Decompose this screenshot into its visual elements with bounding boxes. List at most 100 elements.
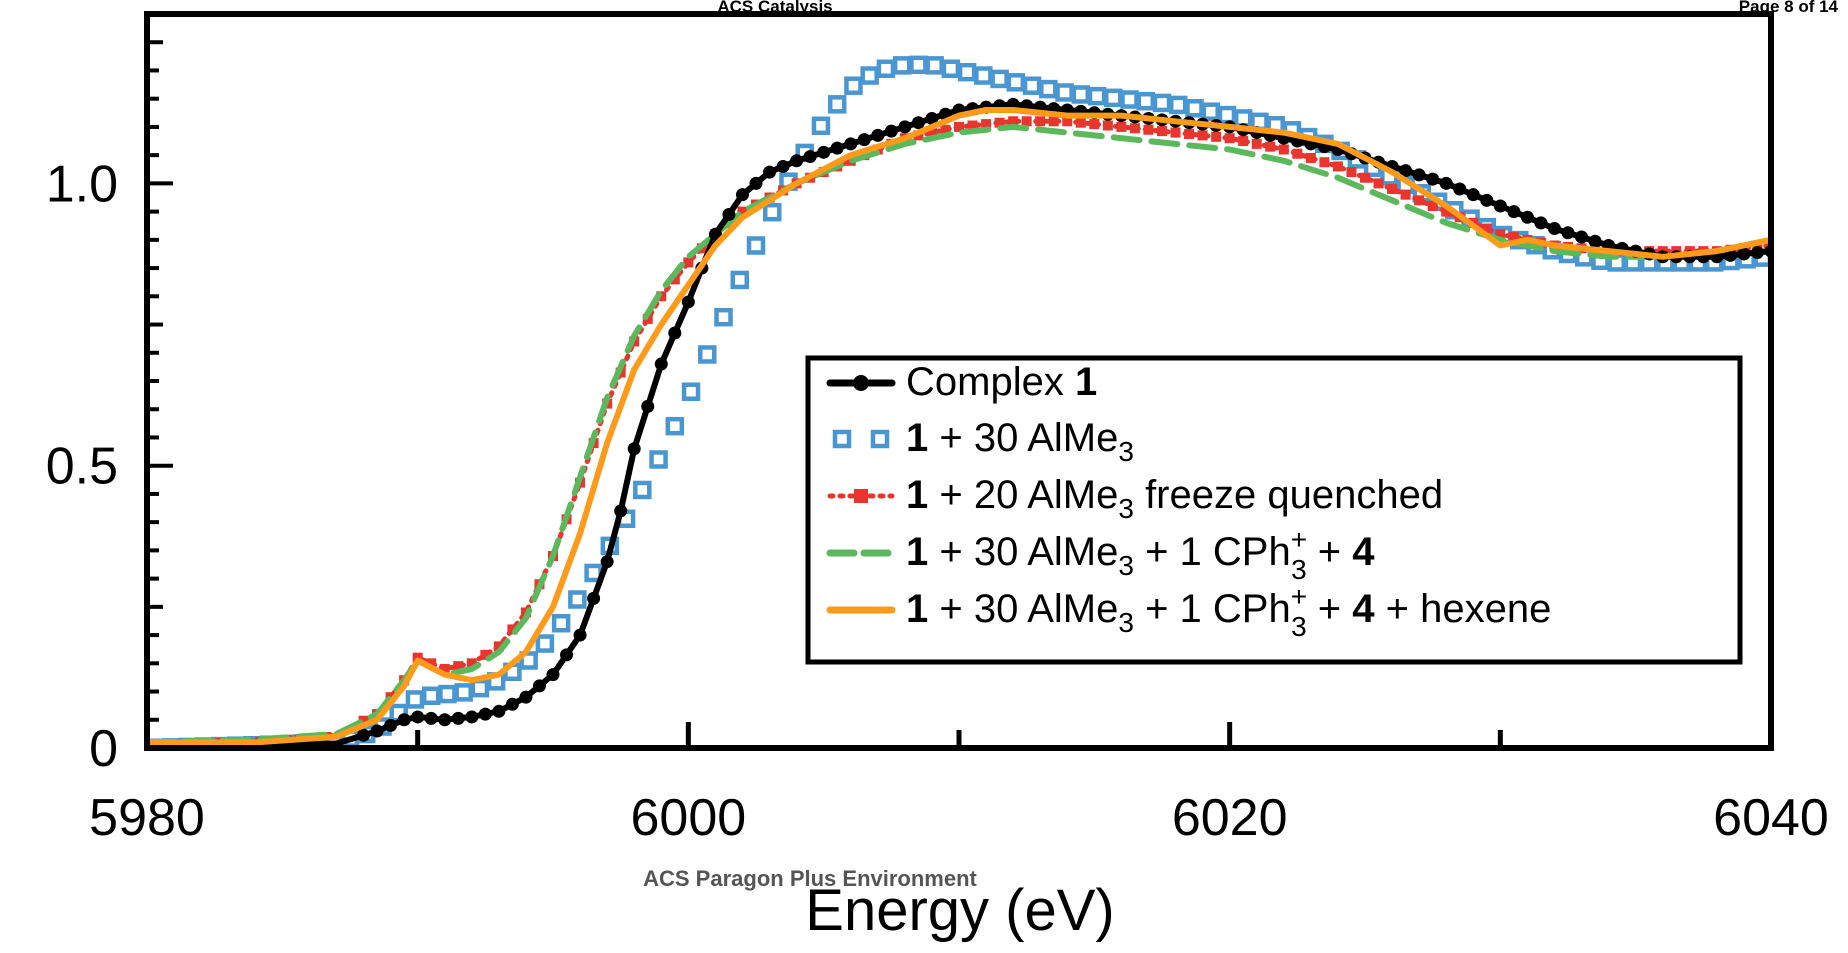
x-tick-label: 5980 bbox=[89, 789, 205, 847]
data-point bbox=[925, 111, 939, 125]
data-point bbox=[649, 450, 668, 469]
data-point bbox=[990, 69, 1009, 89]
data-point bbox=[546, 668, 560, 682]
data-point bbox=[1588, 234, 1602, 248]
data-point bbox=[954, 121, 964, 132]
x-tick-label: 6040 bbox=[1713, 789, 1829, 847]
data-point bbox=[1006, 73, 1026, 92]
journal-header: ACS Catalysis bbox=[717, 0, 832, 16]
data-point bbox=[1170, 127, 1181, 138]
data-point bbox=[1211, 131, 1222, 142]
legend-label: 1 + 30 AlMe3 bbox=[906, 416, 1134, 467]
data-point bbox=[830, 141, 844, 155]
data-point bbox=[817, 145, 831, 159]
data-point bbox=[568, 590, 587, 609]
data-point bbox=[1427, 200, 1438, 211]
tick-labels-layer: 5980 6000 6020 6040 0 0.5 1.0 bbox=[46, 155, 1829, 847]
data-point bbox=[1495, 229, 1506, 240]
data-point bbox=[1737, 247, 1751, 261]
data-point bbox=[1466, 188, 1480, 202]
data-point bbox=[587, 591, 601, 605]
data-point bbox=[614, 504, 628, 518]
data-point bbox=[560, 648, 574, 662]
data-point bbox=[470, 678, 490, 698]
data-point bbox=[493, 641, 504, 652]
data-point bbox=[681, 295, 695, 309]
legend-entry-4: 1 + 30 AlMe3 + 1 CPh+ 3 + 4 bbox=[826, 524, 1375, 585]
data-point bbox=[811, 116, 831, 136]
data-point bbox=[762, 202, 782, 222]
data-point bbox=[683, 257, 694, 268]
data-point bbox=[941, 59, 961, 79]
y-tick-label: 0.5 bbox=[46, 438, 118, 496]
data-point bbox=[1332, 161, 1343, 172]
data-point bbox=[397, 713, 411, 727]
data-point bbox=[1346, 167, 1357, 178]
data-point bbox=[573, 628, 587, 642]
data-point bbox=[1039, 79, 1058, 99]
data-point bbox=[1168, 95, 1188, 115]
data-point bbox=[974, 66, 993, 85]
data-point bbox=[370, 724, 384, 738]
data-point bbox=[1197, 130, 1208, 141]
data-point bbox=[735, 188, 749, 202]
data-point bbox=[714, 307, 733, 327]
data-point bbox=[357, 728, 371, 742]
data-point bbox=[492, 704, 506, 718]
data-point bbox=[1453, 182, 1467, 196]
data-point bbox=[957, 62, 977, 82]
x-axis-label: Energy (eV) bbox=[805, 878, 1114, 943]
data-point bbox=[384, 718, 398, 732]
data-point bbox=[505, 697, 519, 711]
data-point bbox=[451, 711, 465, 725]
data-point bbox=[870, 429, 890, 449]
legend-entry-5: 1 + 30 AlMe3 + 1 CPh+ 3 + 4 + hexene bbox=[826, 581, 1551, 642]
data-point bbox=[1136, 91, 1156, 111]
data-point bbox=[1723, 248, 1737, 262]
data-point bbox=[803, 150, 817, 164]
data-point bbox=[507, 624, 518, 635]
series-layer bbox=[147, 55, 1771, 748]
page-number-header: Page 8 of 14 bbox=[1739, 0, 1839, 16]
data-point bbox=[405, 690, 425, 709]
data-point bbox=[871, 128, 885, 142]
data-point bbox=[627, 442, 641, 456]
data-point bbox=[1157, 126, 1167, 137]
data-point bbox=[1414, 195, 1425, 206]
data-point bbox=[853, 375, 869, 391]
data-point bbox=[1480, 193, 1494, 207]
data-point bbox=[411, 710, 425, 724]
ticks-layer bbox=[144, 12, 1774, 750]
data-point bbox=[1152, 93, 1172, 113]
data-point bbox=[439, 663, 450, 674]
data-point bbox=[1412, 168, 1426, 182]
data-point bbox=[1120, 90, 1139, 109]
data-point bbox=[1071, 85, 1091, 104]
data-point bbox=[1185, 99, 1204, 118]
data-point bbox=[854, 489, 868, 503]
data-point bbox=[790, 154, 804, 168]
data-point bbox=[1008, 116, 1019, 127]
data-point bbox=[600, 555, 614, 569]
y-tick-label: 0 bbox=[89, 720, 118, 778]
legend: Complex 1 1 + 30 AlMe3 1 + 20 AlMe3 freeze… bbox=[805, 355, 1743, 665]
data-point bbox=[1561, 226, 1575, 240]
data-point bbox=[967, 120, 978, 131]
data-point bbox=[1129, 123, 1140, 134]
data-point bbox=[453, 661, 464, 672]
data-point bbox=[1143, 124, 1154, 135]
data-point bbox=[1360, 172, 1370, 183]
data-point bbox=[1035, 116, 1046, 127]
data-point bbox=[1075, 117, 1086, 128]
data-point bbox=[1400, 189, 1411, 200]
data-point bbox=[426, 658, 437, 669]
data-point bbox=[1508, 232, 1519, 243]
data-point bbox=[1224, 133, 1235, 144]
data-point bbox=[1265, 141, 1276, 152]
data-point bbox=[1319, 157, 1330, 168]
data-point bbox=[669, 274, 680, 285]
data-point bbox=[1184, 128, 1195, 139]
data-point bbox=[454, 683, 473, 702]
data-point bbox=[1104, 88, 1123, 108]
data-point bbox=[641, 399, 655, 413]
